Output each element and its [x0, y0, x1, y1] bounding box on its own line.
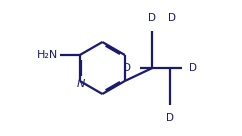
Text: D: D [189, 63, 197, 73]
Text: D: D [166, 113, 174, 123]
Text: D: D [168, 13, 176, 23]
Text: H₂N: H₂N [37, 50, 58, 60]
Text: D: D [123, 63, 131, 73]
Text: N: N [76, 79, 85, 89]
Text: D: D [148, 13, 156, 23]
